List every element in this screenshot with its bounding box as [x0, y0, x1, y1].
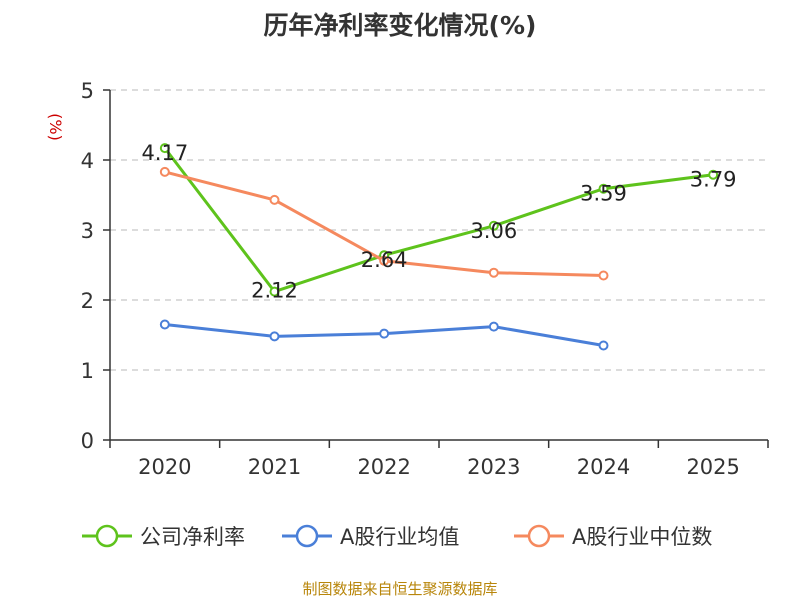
data-point [488, 267, 499, 278]
data-labels: 4.17 2.12 2.64 3.06 3.59 3.79 [141, 141, 736, 303]
y-axis-unit-label: (%) [46, 113, 65, 141]
axes [103, 89, 769, 448]
data-point [598, 183, 609, 194]
legend-circle-icon [295, 524, 319, 548]
data-point [379, 255, 390, 266]
data-label: 2.12 [251, 279, 298, 303]
legend[interactable]: 公司净利率 A股行业均值 A股行业中位数 [82, 524, 712, 549]
x-tick-label: 2023 [467, 455, 520, 479]
legend-circle-icon [527, 524, 551, 548]
data-point [269, 194, 280, 205]
data-label: 4.17 [141, 141, 188, 165]
data-label: 2.64 [361, 248, 408, 272]
series-line [163, 147, 714, 294]
data-point [488, 220, 499, 231]
legend-item-2[interactable]: A股行业中位数 [514, 524, 712, 549]
x-tick-label: 2025 [686, 455, 739, 479]
series-0 [159, 143, 719, 297]
y-tick-label: 0 [81, 429, 94, 453]
legend-label: A股行业中位数 [572, 525, 712, 549]
data-point [159, 143, 170, 154]
data-point [488, 321, 499, 332]
y-tick-label: 4 [81, 149, 94, 173]
x-tick-labels: 2020 2021 2022 2023 2024 2025 [138, 455, 740, 479]
source-note: 制图数据来自恒生聚源数据库 [302, 580, 498, 598]
y-tick-label: 3 [81, 219, 94, 243]
x-tick-label: 2020 [138, 455, 191, 479]
data-point [598, 270, 609, 281]
data-point [379, 328, 390, 339]
legend-label: 公司净利率 [140, 525, 245, 549]
series-1 [159, 319, 609, 351]
series-lines [159, 143, 719, 351]
y-tick-labels: 0 1 2 3 4 5 [81, 79, 94, 453]
legend-label: A股行业均值 [340, 525, 459, 549]
data-point [159, 319, 170, 330]
data-point [708, 169, 719, 180]
data-label: 3.06 [470, 219, 517, 243]
chart-title: 历年净利率变化情况(%) [263, 11, 537, 40]
x-tick-label: 2022 [357, 455, 410, 479]
x-tick-label: 2024 [577, 455, 630, 479]
x-tick-label: 2021 [248, 455, 301, 479]
data-point [598, 340, 609, 351]
data-label: 3.59 [580, 182, 627, 206]
y-tick-label: 1 [81, 359, 94, 383]
data-point [269, 286, 280, 297]
data-point [269, 331, 280, 342]
y-tick-label: 5 [81, 79, 94, 103]
legend-item-0[interactable]: 公司净利率 [82, 524, 245, 549]
y-tick-label: 2 [81, 289, 94, 313]
data-label: 3.79 [690, 168, 737, 192]
legend-circle-icon [95, 524, 119, 548]
data-point [159, 166, 170, 177]
legend-item-1[interactable]: A股行业均值 [282, 524, 459, 549]
series-2 [159, 166, 609, 281]
